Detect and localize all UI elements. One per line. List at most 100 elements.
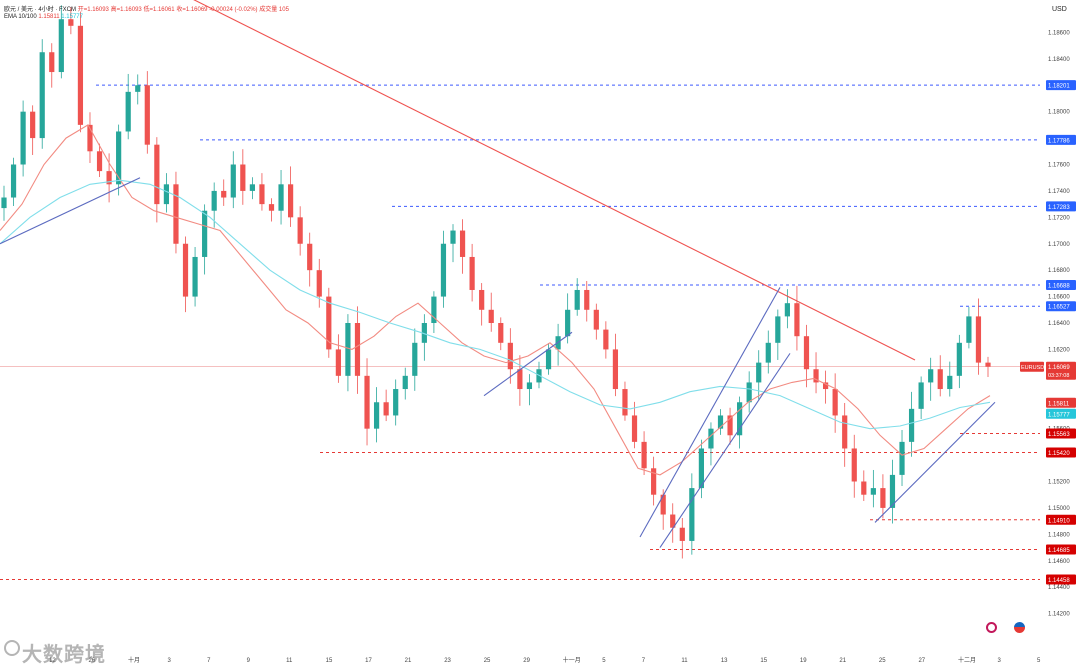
candle-body[interactable] — [297, 217, 303, 244]
candle-body[interactable] — [842, 415, 848, 449]
candle-body[interactable] — [39, 52, 45, 139]
candle-body[interactable] — [116, 131, 122, 185]
candle-body[interactable] — [221, 190, 227, 198]
candle-body[interactable] — [316, 270, 322, 297]
candle-body[interactable] — [737, 402, 743, 436]
eu-flag-icon[interactable] — [986, 622, 997, 633]
candle-body[interactable] — [822, 382, 829, 390]
candle-body[interactable] — [985, 362, 991, 367]
candle-body[interactable] — [268, 204, 275, 211]
candle-body[interactable] — [708, 428, 714, 449]
candle-body[interactable] — [412, 342, 418, 376]
candle-body[interactable] — [96, 151, 103, 172]
candle-body[interactable] — [765, 342, 771, 363]
candle-body[interactable] — [545, 349, 552, 370]
candle-body[interactable] — [49, 52, 55, 73]
candle-body[interactable] — [784, 303, 790, 317]
candle-body[interactable] — [889, 474, 896, 508]
candle-body[interactable] — [479, 289, 485, 310]
candle-body[interactable] — [488, 309, 494, 323]
candle-body[interactable] — [393, 389, 399, 416]
candle-body[interactable] — [813, 369, 819, 383]
candle-body[interactable] — [135, 85, 141, 92]
candle-body[interactable] — [631, 415, 638, 442]
candle-body[interactable] — [440, 243, 447, 297]
candle-body[interactable] — [30, 111, 36, 139]
candle-body[interactable] — [431, 296, 437, 323]
candle-body[interactable] — [383, 402, 389, 416]
candle-body[interactable] — [364, 375, 370, 429]
channel-line[interactable] — [874, 401, 996, 523]
candle-body[interactable] — [345, 323, 351, 376]
candle-body[interactable] — [880, 488, 886, 508]
candle-body[interactable] — [689, 488, 695, 541]
candle-body[interactable] — [928, 369, 934, 383]
candle-body[interactable] — [593, 309, 599, 330]
candle-body[interactable] — [240, 164, 246, 191]
candle-body[interactable] — [173, 184, 179, 244]
candle-body[interactable] — [87, 124, 93, 152]
candle-body[interactable] — [230, 164, 236, 198]
us-flag-icon[interactable] — [1014, 622, 1025, 633]
candle-body[interactable] — [899, 441, 905, 475]
candle-body[interactable] — [794, 303, 800, 337]
candle-body[interactable] — [77, 25, 84, 125]
candle-body[interactable] — [660, 494, 666, 515]
candle-body[interactable] — [192, 256, 198, 297]
candle-body[interactable] — [698, 448, 704, 489]
candle-body[interactable] — [182, 243, 189, 297]
channel-line[interactable] — [659, 353, 791, 548]
candle-body[interactable] — [402, 375, 408, 390]
candle-body[interactable] — [803, 336, 810, 370]
candle-body[interactable] — [918, 382, 924, 409]
candle-body[interactable] — [746, 382, 752, 403]
candle-body[interactable] — [459, 230, 466, 257]
candle-body[interactable] — [68, 19, 74, 26]
candle-body[interactable] — [775, 316, 781, 343]
candle-body[interactable] — [1, 197, 7, 209]
channel-line[interactable] — [483, 331, 573, 397]
candle-body[interactable] — [125, 91, 131, 132]
candle-body[interactable] — [526, 382, 533, 390]
candle-body[interactable] — [202, 210, 208, 257]
candle-body[interactable] — [574, 289, 580, 310]
candle-body[interactable] — [10, 164, 17, 198]
candle-body[interactable] — [58, 19, 64, 73]
candle-body[interactable] — [861, 481, 867, 495]
candle-body[interactable] — [947, 375, 953, 390]
candle-body[interactable] — [211, 190, 217, 211]
candle-body[interactable] — [870, 488, 876, 495]
candle-body[interactable] — [144, 85, 150, 145]
candle-body[interactable] — [498, 323, 504, 343]
candle-body[interactable] — [670, 514, 676, 528]
candle-body[interactable] — [622, 389, 628, 416]
candle-body[interactable] — [565, 309, 571, 337]
candle-body[interactable] — [154, 144, 160, 205]
candle-body[interactable] — [756, 362, 762, 383]
candle-body[interactable] — [937, 369, 943, 390]
candle-body[interactable] — [717, 415, 724, 429]
candle-body[interactable] — [335, 349, 341, 376]
candle-body[interactable] — [20, 111, 26, 165]
candle-body[interactable] — [603, 329, 609, 350]
downtrend-line[interactable] — [180, 0, 916, 361]
candle-body[interactable] — [908, 408, 915, 442]
candle-body[interactable] — [307, 243, 313, 271]
candle-body[interactable] — [517, 369, 523, 390]
candle-body[interactable] — [641, 441, 647, 469]
candle-body[interactable] — [249, 184, 255, 191]
candle-body[interactable] — [354, 323, 361, 376]
candle-body[interactable] — [727, 415, 733, 436]
candle-body[interactable] — [975, 316, 982, 363]
candle-body[interactable] — [259, 184, 265, 205]
candle-body[interactable] — [326, 296, 332, 350]
candle-body[interactable] — [966, 316, 972, 343]
candle-body[interactable] — [421, 323, 427, 343]
candle-body[interactable] — [106, 171, 112, 185]
candle-body[interactable] — [163, 184, 170, 205]
candle-body[interactable] — [679, 527, 685, 541]
candle-body[interactable] — [450, 230, 456, 244]
candle-body[interactable] — [584, 289, 590, 310]
